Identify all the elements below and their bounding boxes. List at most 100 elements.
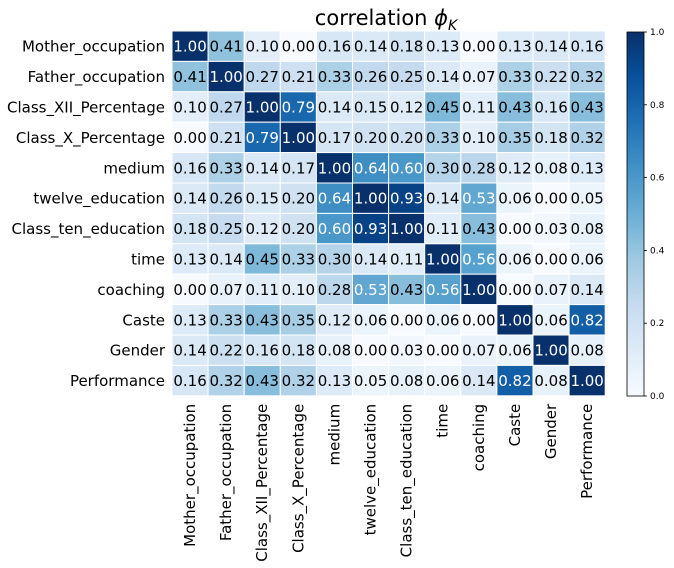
heatmap-cell bbox=[424, 334, 462, 366]
cell-value-label: 0.05 bbox=[570, 190, 603, 208]
cell-value-label: 0.28 bbox=[462, 159, 495, 177]
heatmap-cell bbox=[243, 273, 281, 306]
heatmap-cell bbox=[532, 273, 570, 306]
row-label: Class_X_Percentage bbox=[16, 129, 165, 148]
column-label: twelve_education bbox=[362, 404, 381, 536]
cell-value-label: 0.13 bbox=[318, 372, 351, 390]
heatmap-cell bbox=[243, 182, 281, 214]
heatmap-cell bbox=[532, 212, 570, 245]
heatmap-cell bbox=[207, 30, 245, 62]
cell-value-label: 0.30 bbox=[426, 159, 459, 177]
cell-value-label: 0.10 bbox=[282, 281, 315, 299]
column-label: Performance bbox=[578, 404, 596, 499]
row-label: Class_ten_education bbox=[11, 220, 165, 239]
cell-value-label: 0.08 bbox=[534, 159, 567, 177]
cell-value-label: 0.07 bbox=[209, 281, 242, 299]
cell-value-label: 0.79 bbox=[246, 129, 279, 147]
cell-value-label: 0.12 bbox=[318, 311, 351, 329]
heatmap-cell bbox=[279, 334, 317, 366]
heatmap-cell bbox=[388, 304, 426, 336]
cell-value-label: 0.64 bbox=[354, 159, 387, 177]
cell-value-label: 0.00 bbox=[390, 311, 423, 329]
cell-value-label: 0.06 bbox=[354, 311, 387, 329]
cell-value-label: 0.14 bbox=[209, 251, 242, 269]
heatmap-cell bbox=[352, 304, 390, 336]
cell-value-label: 0.16 bbox=[173, 372, 206, 390]
cell-value-label: 0.13 bbox=[498, 38, 531, 56]
cell-value-label: 0.15 bbox=[354, 99, 387, 117]
row-label: coaching bbox=[97, 281, 165, 299]
cell-value-label: 0.25 bbox=[209, 220, 242, 238]
colorbar-tick-label: 1.0 bbox=[650, 28, 665, 38]
cell-value-label: 0.93 bbox=[354, 220, 387, 238]
heatmap-cell bbox=[207, 121, 245, 154]
colorbar: 0.0 0.2 0.4 0.6 0.8 1.0 bbox=[626, 28, 665, 402]
cell-value-label: 0.10 bbox=[173, 99, 206, 117]
heatmap-cell bbox=[171, 152, 209, 184]
heatmap-cell bbox=[243, 212, 281, 245]
cell-value-label: 0.56 bbox=[426, 281, 459, 299]
heatmap-cell bbox=[315, 243, 353, 275]
heatmap-cell bbox=[388, 273, 426, 306]
heatmap-cell bbox=[388, 364, 426, 397]
cell-value-label: 0.79 bbox=[282, 99, 315, 117]
heatmap-cell bbox=[352, 273, 390, 306]
cell-value-label: 0.06 bbox=[426, 311, 459, 329]
colorbar-tick-label: 0.4 bbox=[650, 246, 665, 256]
cell-value-label: 0.41 bbox=[173, 68, 206, 86]
cell-value-label: 0.06 bbox=[498, 251, 531, 269]
cell-value-label: 0.00 bbox=[462, 38, 495, 56]
heatmap-cell bbox=[388, 60, 426, 93]
cell-value-label: 0.35 bbox=[282, 311, 315, 329]
heatmap-cell bbox=[568, 121, 606, 154]
cell-value-label: 0.08 bbox=[534, 372, 567, 390]
heatmap-cell bbox=[568, 364, 606, 397]
column-label: Father_occupation bbox=[217, 404, 236, 541]
cell-value-label: 0.18 bbox=[390, 38, 423, 56]
heatmap-cell bbox=[315, 273, 353, 306]
cell-value-label: 0.05 bbox=[354, 372, 387, 390]
cell-value-label: 0.00 bbox=[173, 281, 206, 299]
cell-value-label: 0.10 bbox=[462, 129, 495, 147]
cell-value-label: 0.43 bbox=[390, 281, 423, 299]
cell-value-label: 0.07 bbox=[462, 342, 495, 360]
cell-value-label: 0.20 bbox=[282, 220, 315, 238]
heatmap-cell bbox=[460, 30, 498, 62]
cell-value-label: 0.14 bbox=[173, 190, 206, 208]
cell-value-label: 0.25 bbox=[390, 68, 423, 86]
column-labels: Mother_occupation Father_occupation Class_… bbox=[181, 403, 596, 562]
heatmap-cell bbox=[315, 212, 353, 245]
cell-value-label: 0.17 bbox=[318, 129, 351, 147]
heatmap-cell bbox=[568, 60, 606, 93]
heatmap-cell bbox=[496, 152, 534, 184]
heatmap-cell bbox=[460, 152, 498, 184]
cell-value-label: 0.13 bbox=[570, 159, 603, 177]
column-label: time bbox=[434, 404, 452, 438]
heatmap-cell bbox=[496, 273, 534, 306]
heatmap-cell bbox=[460, 273, 498, 306]
cell-value-label: 0.20 bbox=[282, 190, 315, 208]
heatmap-cell bbox=[315, 334, 353, 366]
row-label: Class_XII_Percentage bbox=[7, 99, 165, 118]
row-label: Gender bbox=[110, 342, 166, 360]
heatmap-cells: 1.00 0.41 0.10 0.00 0.16 0.14 0.18 0.13 0.00 0.13… bbox=[171, 30, 606, 397]
cell-value-label: 0.00 bbox=[354, 342, 387, 360]
cell-value-label: 0.08 bbox=[318, 342, 351, 360]
cell-value-label: 0.16 bbox=[570, 38, 603, 56]
cell-value-label: 0.45 bbox=[426, 99, 459, 117]
heatmap-cell bbox=[568, 152, 606, 184]
heatmap-cell bbox=[424, 60, 462, 93]
heatmap-cell bbox=[207, 364, 245, 397]
cell-value-label: 0.12 bbox=[498, 159, 531, 177]
cell-value-label: 0.12 bbox=[390, 99, 423, 117]
cell-value-label: 1.00 bbox=[570, 372, 603, 390]
cell-value-label: 0.07 bbox=[534, 281, 567, 299]
heatmap-cell bbox=[207, 182, 245, 214]
cell-value-label: 0.64 bbox=[318, 190, 351, 208]
cell-value-label: 0.33 bbox=[426, 129, 459, 147]
cell-value-label: 0.21 bbox=[209, 129, 242, 147]
cell-value-label: 1.00 bbox=[282, 129, 315, 147]
cell-value-label: 0.14 bbox=[354, 38, 387, 56]
column-label: medium bbox=[325, 404, 343, 466]
